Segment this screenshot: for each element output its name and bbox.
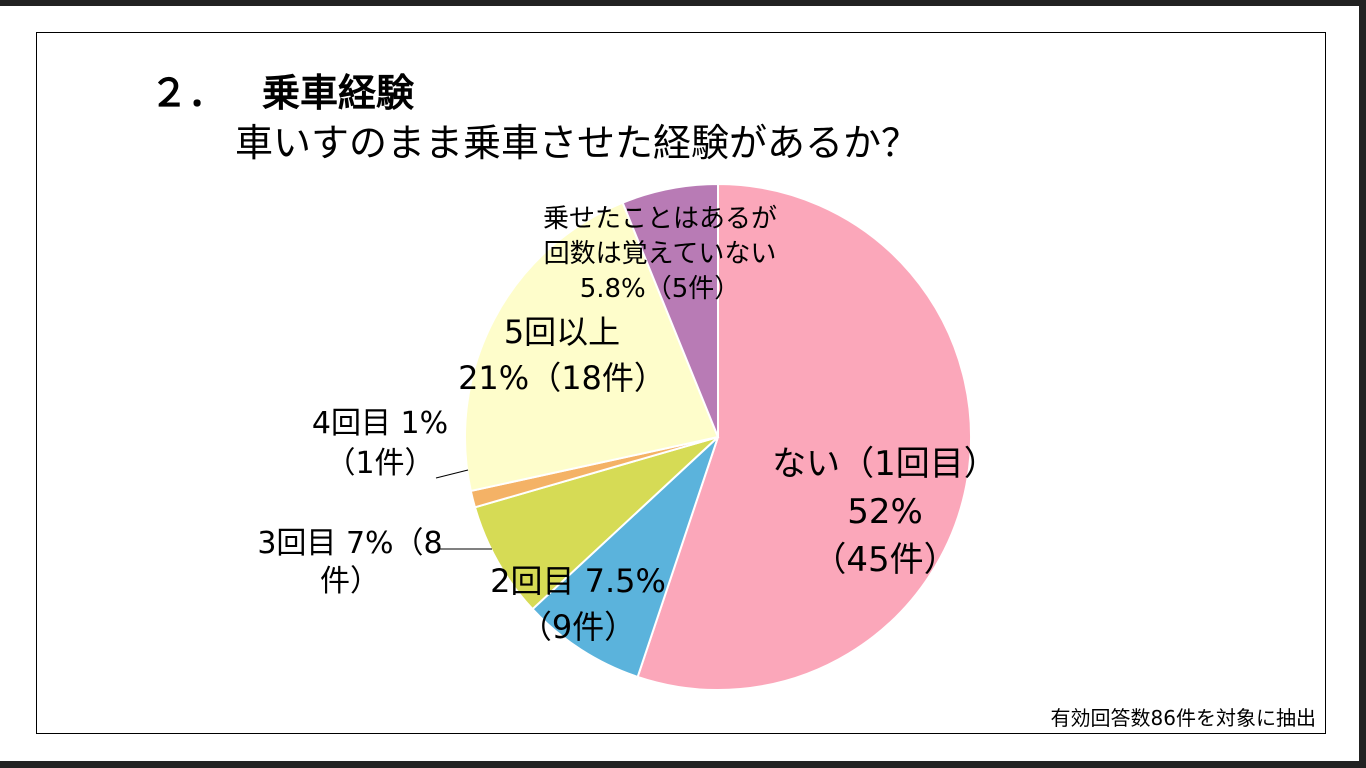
pie-slice-3kaime — [473, 436, 719, 611]
slice-label-unknown-count: 乗せたことはあるが回数は覚えていない 5.8%（5件） — [543, 204, 777, 304]
slice-label-5kai-ijou: 5回以上 21%（18件） — [458, 313, 666, 397]
slice-label-line: 5回以上 — [504, 313, 620, 351]
slice-label-line: （1件） — [325, 446, 434, 481]
slice-label-line: （9件） — [520, 608, 636, 646]
footnote: 有効回答数86件を対象に抽出 — [1050, 706, 1316, 730]
pie-slice-2kaime — [531, 436, 719, 679]
pie-slice-nai — [636, 182, 972, 691]
bottom-border-bar — [0, 761, 1366, 768]
pie-slice-unknown-count — [621, 182, 719, 438]
slice-label-line: ない（1回目） — [772, 444, 998, 484]
slice-label-3kaime: 3回目 7%（8 件） — [257, 526, 442, 599]
right-border-bar — [1359, 0, 1366, 768]
slice-label-line: 5.8%（5件） — [580, 274, 741, 304]
title-number: ２． — [150, 71, 227, 115]
pie-slice-5kai-ijou — [464, 201, 720, 493]
slice-label-line: 3回目 7%（8 — [257, 526, 442, 561]
slice-label-nai: ない（1回目） 52% （45件） — [772, 444, 998, 580]
slide-title: ２． 乗車経験 — [150, 62, 414, 117]
top-border-bar — [0, 0, 1366, 6]
slice-label-line: 52% — [847, 492, 923, 532]
slice-label-4kaime: 4回目 1% （1件） — [312, 406, 448, 481]
slice-label-line: 21%（18件） — [458, 359, 666, 397]
slice-label-line: 件） — [320, 564, 380, 599]
title-question: 車いすのまま乗車させた経験があるか？ — [235, 121, 920, 165]
leader-line-4kaime — [435, 469, 469, 479]
slice-label-line: 乗せたことはあるが — [543, 204, 777, 234]
slice-label-line: 回数は覚えていない — [544, 239, 777, 269]
slice-label-2kaime: 2回目 7.5% （9件） — [490, 562, 666, 646]
title-heading: 乗車経験 — [262, 71, 415, 115]
slice-label-line: 2回目 7.5% — [490, 562, 666, 600]
slice-label-line: （45件） — [812, 540, 957, 580]
slice-label-line: 4回目 1% — [312, 406, 448, 441]
